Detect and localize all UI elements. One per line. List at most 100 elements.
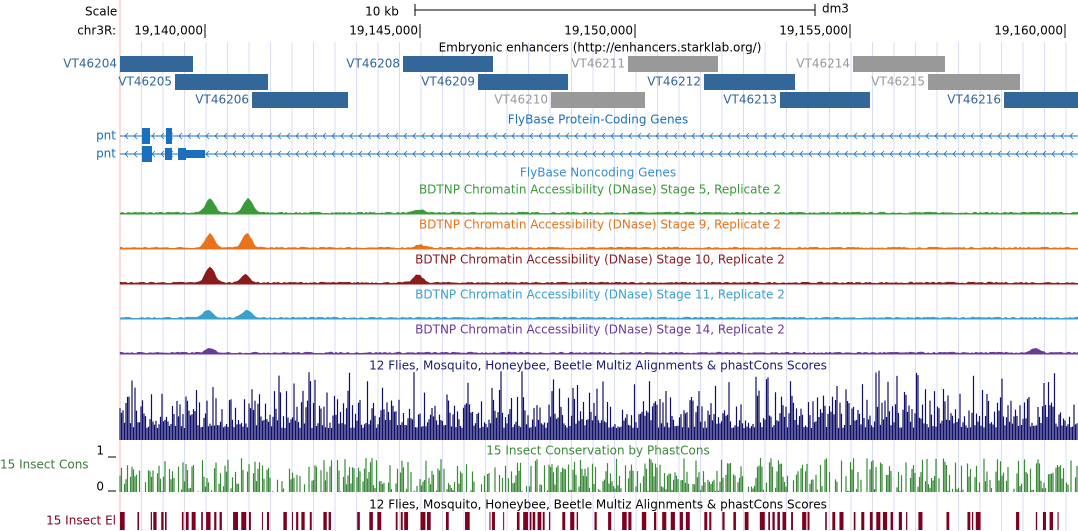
signal bbox=[119, 197, 1078, 215]
element bbox=[150, 512, 152, 530]
element bbox=[839, 512, 844, 530]
element bbox=[768, 512, 771, 530]
element bbox=[722, 512, 725, 530]
enhancer-label[interactable]: VT46206 bbox=[195, 93, 249, 107]
element bbox=[832, 512, 836, 530]
enhancer[interactable] bbox=[853, 56, 945, 72]
position-label: 19,145,000 bbox=[349, 24, 418, 38]
element bbox=[1057, 512, 1059, 530]
element bbox=[876, 512, 881, 530]
element bbox=[185, 512, 189, 530]
element bbox=[153, 512, 157, 530]
element bbox=[906, 512, 908, 530]
element bbox=[685, 512, 690, 530]
element bbox=[662, 512, 667, 530]
element bbox=[802, 512, 807, 530]
enhancer[interactable] bbox=[551, 92, 645, 108]
element bbox=[562, 512, 566, 530]
element bbox=[861, 512, 865, 530]
ruler-label: 10 kb bbox=[365, 5, 399, 19]
track-title: 15 Insect Conservation by PhastCons bbox=[486, 444, 709, 458]
enhancer[interactable] bbox=[928, 74, 1020, 90]
enhancer-label[interactable]: VT46215 bbox=[871, 75, 925, 89]
element bbox=[759, 512, 765, 530]
enhancer-label[interactable]: VT46211 bbox=[571, 57, 625, 71]
enhancer-label[interactable]: VT46208 bbox=[346, 57, 400, 71]
chrom-label: chr3R: bbox=[77, 24, 116, 38]
exon bbox=[142, 146, 152, 162]
enhancer[interactable] bbox=[175, 74, 268, 90]
element bbox=[890, 512, 894, 530]
element bbox=[523, 512, 528, 530]
element bbox=[882, 512, 888, 530]
enhancer-label[interactable]: VT46212 bbox=[647, 75, 701, 89]
element bbox=[489, 512, 491, 530]
enhancer[interactable] bbox=[120, 56, 193, 72]
element bbox=[772, 512, 775, 530]
enhancer-label[interactable]: VT46204 bbox=[63, 57, 117, 71]
enhancer[interactable] bbox=[478, 74, 568, 90]
element bbox=[733, 512, 736, 530]
element bbox=[214, 512, 217, 530]
element bbox=[576, 512, 579, 530]
exon bbox=[178, 148, 186, 160]
element bbox=[427, 512, 431, 530]
element bbox=[971, 512, 974, 530]
axis-max: 1 bbox=[96, 444, 104, 458]
element bbox=[1042, 512, 1046, 530]
enhancer[interactable] bbox=[1004, 92, 1078, 108]
element bbox=[679, 512, 683, 530]
enhancer[interactable] bbox=[780, 92, 870, 108]
enhancer-label[interactable]: VT46214 bbox=[796, 57, 850, 71]
element bbox=[445, 512, 449, 530]
enhancer[interactable] bbox=[403, 56, 493, 72]
enhancer-label[interactable]: VT46205 bbox=[118, 75, 172, 89]
track-title: BDTNP Chromatin Accessibility (DNase) St… bbox=[415, 288, 785, 302]
element bbox=[853, 512, 856, 530]
element bbox=[516, 512, 520, 530]
element bbox=[309, 512, 312, 530]
enhancer[interactable] bbox=[704, 74, 795, 90]
element bbox=[670, 512, 675, 530]
element bbox=[570, 512, 575, 530]
element bbox=[542, 512, 545, 530]
track-title: Embryonic enhancers (http://enhancers.st… bbox=[439, 41, 762, 55]
signal bbox=[119, 232, 1078, 250]
signal bbox=[119, 266, 1078, 285]
enhancer[interactable] bbox=[252, 92, 348, 108]
position-label: 19,155,000 bbox=[779, 24, 848, 38]
position-label: 19,160,000 bbox=[994, 24, 1063, 38]
gene-arrows bbox=[124, 132, 1074, 140]
enhancer[interactable] bbox=[628, 56, 718, 72]
gene-label: pnt bbox=[96, 147, 116, 161]
element bbox=[137, 512, 140, 530]
axis-min: 0 bbox=[96, 480, 104, 494]
element bbox=[191, 512, 196, 530]
element bbox=[323, 512, 327, 530]
element bbox=[420, 512, 426, 530]
element bbox=[654, 512, 657, 530]
enhancer-label[interactable]: VT46213 bbox=[723, 93, 777, 107]
gene-label: pnt bbox=[96, 129, 116, 143]
element bbox=[608, 512, 612, 530]
enhancer-label[interactable]: VT46216 bbox=[947, 93, 1001, 107]
gene-arrows bbox=[124, 150, 1074, 158]
element bbox=[395, 512, 398, 530]
element bbox=[465, 512, 470, 530]
phastcons-bars bbox=[119, 458, 1078, 492]
element bbox=[622, 512, 627, 530]
element bbox=[503, 512, 505, 530]
enhancer-label[interactable]: VT46209 bbox=[421, 75, 475, 89]
element bbox=[206, 512, 211, 530]
element bbox=[120, 512, 125, 530]
element bbox=[369, 512, 373, 530]
element bbox=[404, 512, 409, 530]
enhancer-label[interactable]: VT46210 bbox=[494, 93, 548, 107]
element bbox=[266, 512, 270, 530]
element bbox=[594, 512, 597, 530]
multiz-bars bbox=[119, 370, 1078, 440]
element bbox=[704, 512, 708, 530]
track-title: BDTNP Chromatin Accessibility (DNase) St… bbox=[419, 183, 781, 197]
